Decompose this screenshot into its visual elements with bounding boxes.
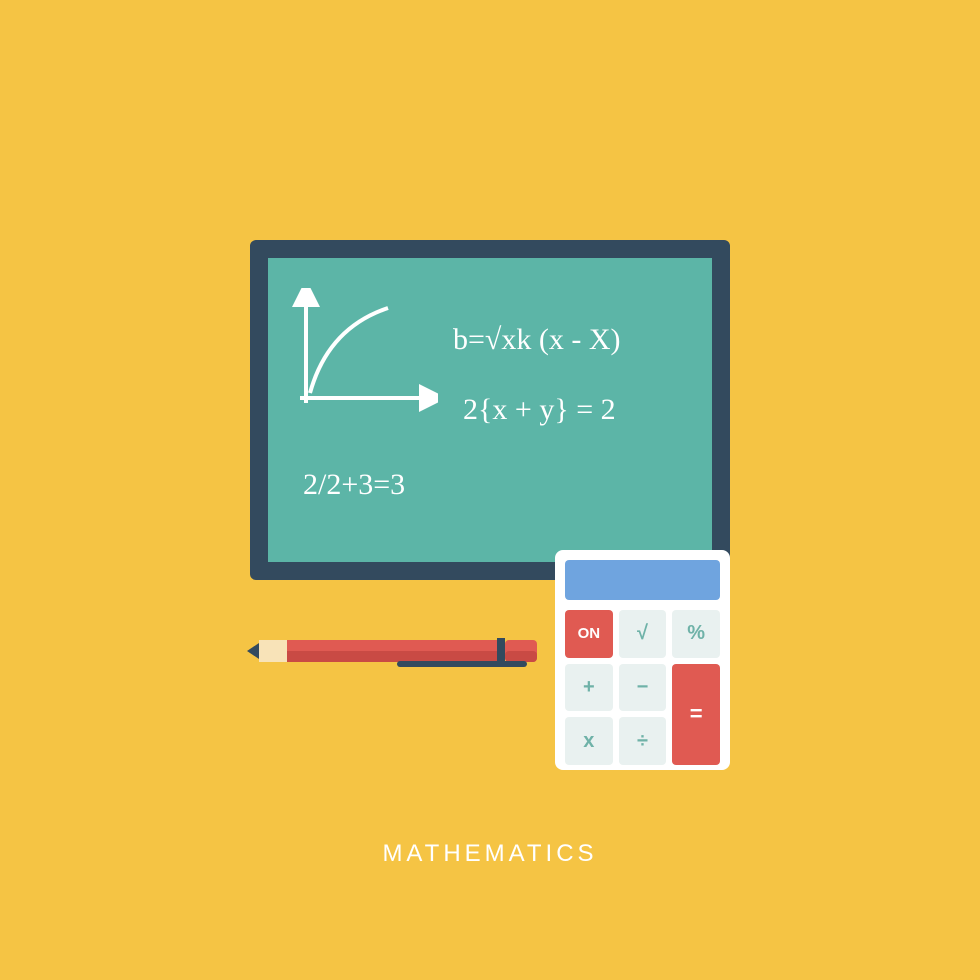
pen-icon	[247, 638, 537, 678]
equation-2: 2{x + y} = 2	[463, 393, 616, 427]
calc-btn-percent[interactable]: %	[672, 610, 720, 658]
equation-3: 2/2+3=3	[303, 468, 405, 502]
equation-1: b=√xk (x - X)	[453, 323, 621, 357]
calc-btn-equals[interactable]: =	[672, 664, 720, 765]
calc-btn-plus[interactable]: +	[565, 664, 613, 712]
chalkboard: b=√xk (x - X) 2{x + y} = 2 2/2+3=3	[250, 240, 730, 580]
calc-btn-minus[interactable]: −	[619, 664, 667, 712]
calculator: ON √ % + − = x ÷	[555, 550, 730, 770]
calc-btn-times[interactable]: x	[565, 717, 613, 765]
axes-graph-icon	[288, 288, 438, 418]
calculator-buttons: ON √ % + − = x ÷	[565, 610, 720, 765]
calculator-display	[565, 560, 720, 600]
calc-btn-on[interactable]: ON	[565, 610, 613, 658]
page-title: MATHEMATICS	[0, 840, 980, 868]
calc-btn-sqrt[interactable]: √	[619, 610, 667, 658]
calc-btn-divide[interactable]: ÷	[619, 717, 667, 765]
